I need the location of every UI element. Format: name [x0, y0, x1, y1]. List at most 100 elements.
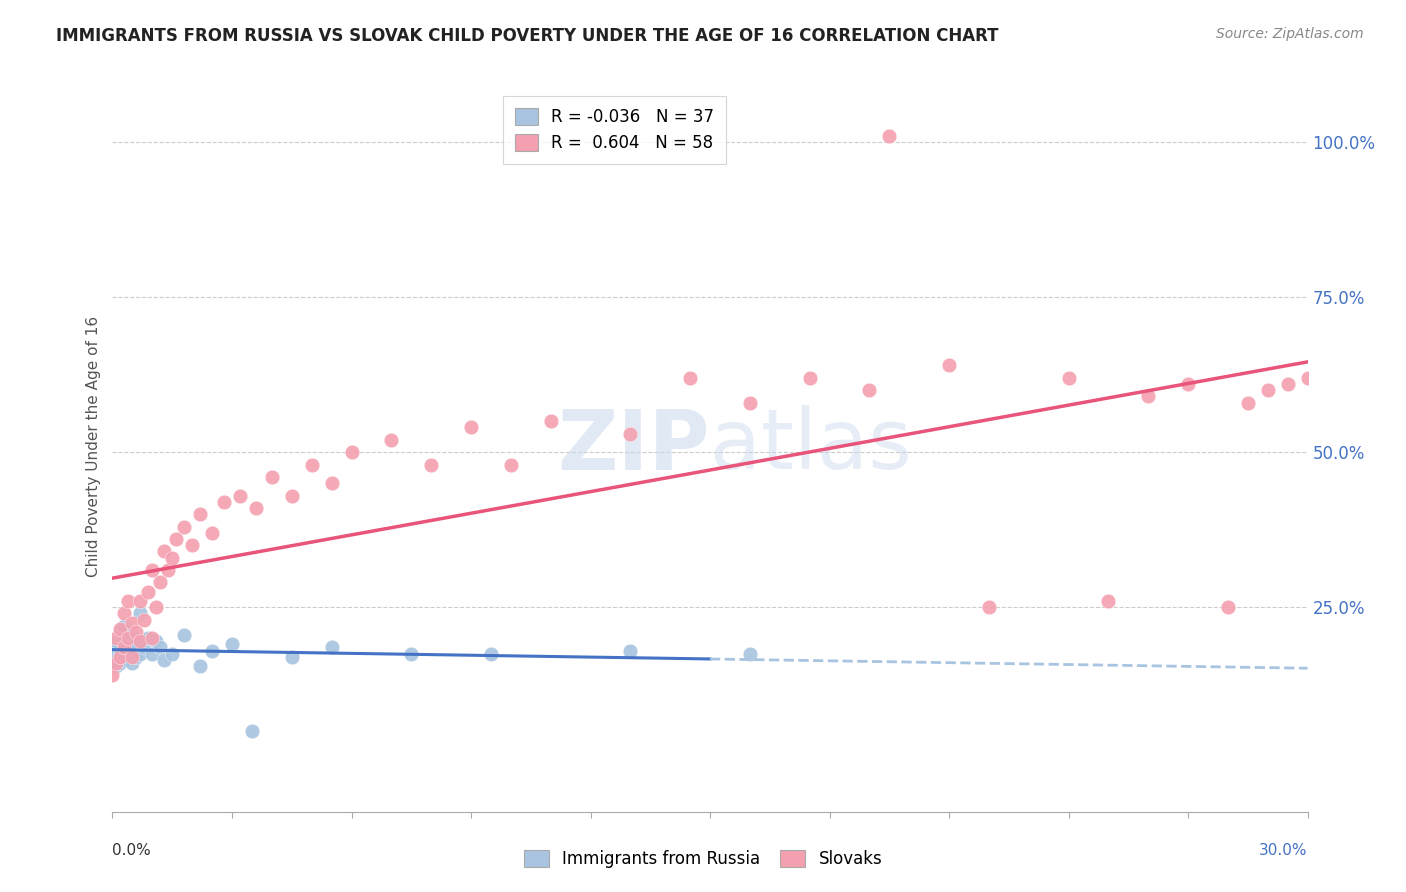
Point: [105, 631, 128, 645]
Point: [1097, 594, 1119, 608]
Point: [173, 519, 195, 533]
Point: [110, 656, 132, 670]
Point: [129, 647, 152, 661]
Point: [1257, 383, 1279, 397]
Point: [301, 458, 323, 472]
Point: [101, 668, 124, 682]
Point: [105, 656, 128, 670]
Point: [138, 631, 160, 645]
Point: [138, 584, 160, 599]
Point: [105, 634, 128, 648]
Point: [134, 613, 156, 627]
Point: [117, 631, 139, 645]
Point: [1177, 377, 1199, 392]
Point: [420, 458, 443, 472]
Point: [879, 129, 901, 144]
Point: [117, 647, 139, 661]
Point: [938, 359, 960, 373]
Point: [460, 420, 482, 434]
Point: [129, 594, 152, 608]
Point: [141, 631, 163, 645]
Point: [212, 495, 235, 509]
Point: [188, 507, 211, 521]
Point: [121, 615, 143, 630]
Point: [117, 594, 139, 608]
Point: [229, 489, 252, 503]
Point: [110, 624, 132, 639]
Point: [162, 647, 183, 661]
Point: [340, 445, 363, 459]
Point: [479, 647, 502, 661]
Text: atlas: atlas: [710, 406, 911, 486]
Legend: Immigrants from Russia, Slovaks: Immigrants from Russia, Slovaks: [517, 843, 889, 875]
Point: [153, 544, 176, 558]
Point: [281, 489, 304, 503]
Point: [201, 525, 224, 540]
Point: [125, 637, 148, 651]
Point: [157, 563, 180, 577]
Point: [619, 643, 641, 657]
Text: IMMIGRANTS FROM RUSSIA VS SLOVAK CHILD POVERTY UNDER THE AGE OF 16 CORRELATION C: IMMIGRANTS FROM RUSSIA VS SLOVAK CHILD P…: [56, 27, 998, 45]
Text: 30.0%: 30.0%: [1260, 843, 1308, 858]
Point: [188, 659, 211, 673]
Point: [738, 647, 761, 661]
Point: [125, 624, 148, 639]
Point: [1216, 600, 1239, 615]
Point: [110, 647, 132, 661]
Point: [117, 631, 139, 645]
Point: [679, 371, 702, 385]
Point: [245, 500, 267, 515]
Point: [105, 659, 128, 673]
Text: Source: ZipAtlas.com: Source: ZipAtlas.com: [1216, 27, 1364, 41]
Point: [281, 649, 304, 664]
Point: [121, 656, 143, 670]
Point: [121, 643, 143, 657]
Point: [738, 395, 761, 409]
Point: [149, 575, 172, 590]
Point: [149, 640, 172, 655]
Point: [181, 538, 204, 552]
Point: [129, 607, 152, 621]
Point: [114, 619, 135, 633]
Point: [858, 383, 880, 397]
Point: [162, 550, 183, 565]
Point: [114, 653, 135, 667]
Point: [129, 634, 152, 648]
Point: [321, 476, 343, 491]
Point: [125, 649, 148, 664]
Point: [1137, 389, 1160, 403]
Point: [141, 647, 163, 661]
Point: [114, 607, 135, 621]
Legend: R = -0.036   N = 37, R =  0.604   N = 58: R = -0.036 N = 37, R = 0.604 N = 58: [503, 96, 725, 164]
Point: [101, 649, 124, 664]
Point: [1277, 377, 1299, 392]
Point: [499, 458, 522, 472]
Point: [121, 649, 143, 664]
Point: [201, 643, 224, 657]
Point: [619, 426, 641, 441]
Point: [110, 649, 132, 664]
Point: [114, 640, 135, 655]
Point: [173, 628, 195, 642]
Point: [105, 643, 128, 657]
Point: [977, 600, 1000, 615]
Point: [153, 653, 176, 667]
Y-axis label: Child Poverty Under the Age of 16: Child Poverty Under the Age of 16: [86, 316, 101, 576]
Point: [540, 414, 562, 428]
Point: [240, 724, 263, 739]
Point: [380, 433, 402, 447]
Point: [114, 640, 135, 655]
Point: [141, 563, 163, 577]
Point: [165, 532, 187, 546]
Text: ZIP: ZIP: [558, 406, 710, 486]
Point: [321, 640, 343, 655]
Point: [1057, 371, 1080, 385]
Point: [1296, 371, 1319, 385]
Point: [401, 647, 423, 661]
Point: [1237, 395, 1260, 409]
Point: [799, 371, 821, 385]
Point: [221, 637, 243, 651]
Text: 0.0%: 0.0%: [112, 843, 152, 858]
Point: [145, 634, 167, 648]
Point: [121, 628, 143, 642]
